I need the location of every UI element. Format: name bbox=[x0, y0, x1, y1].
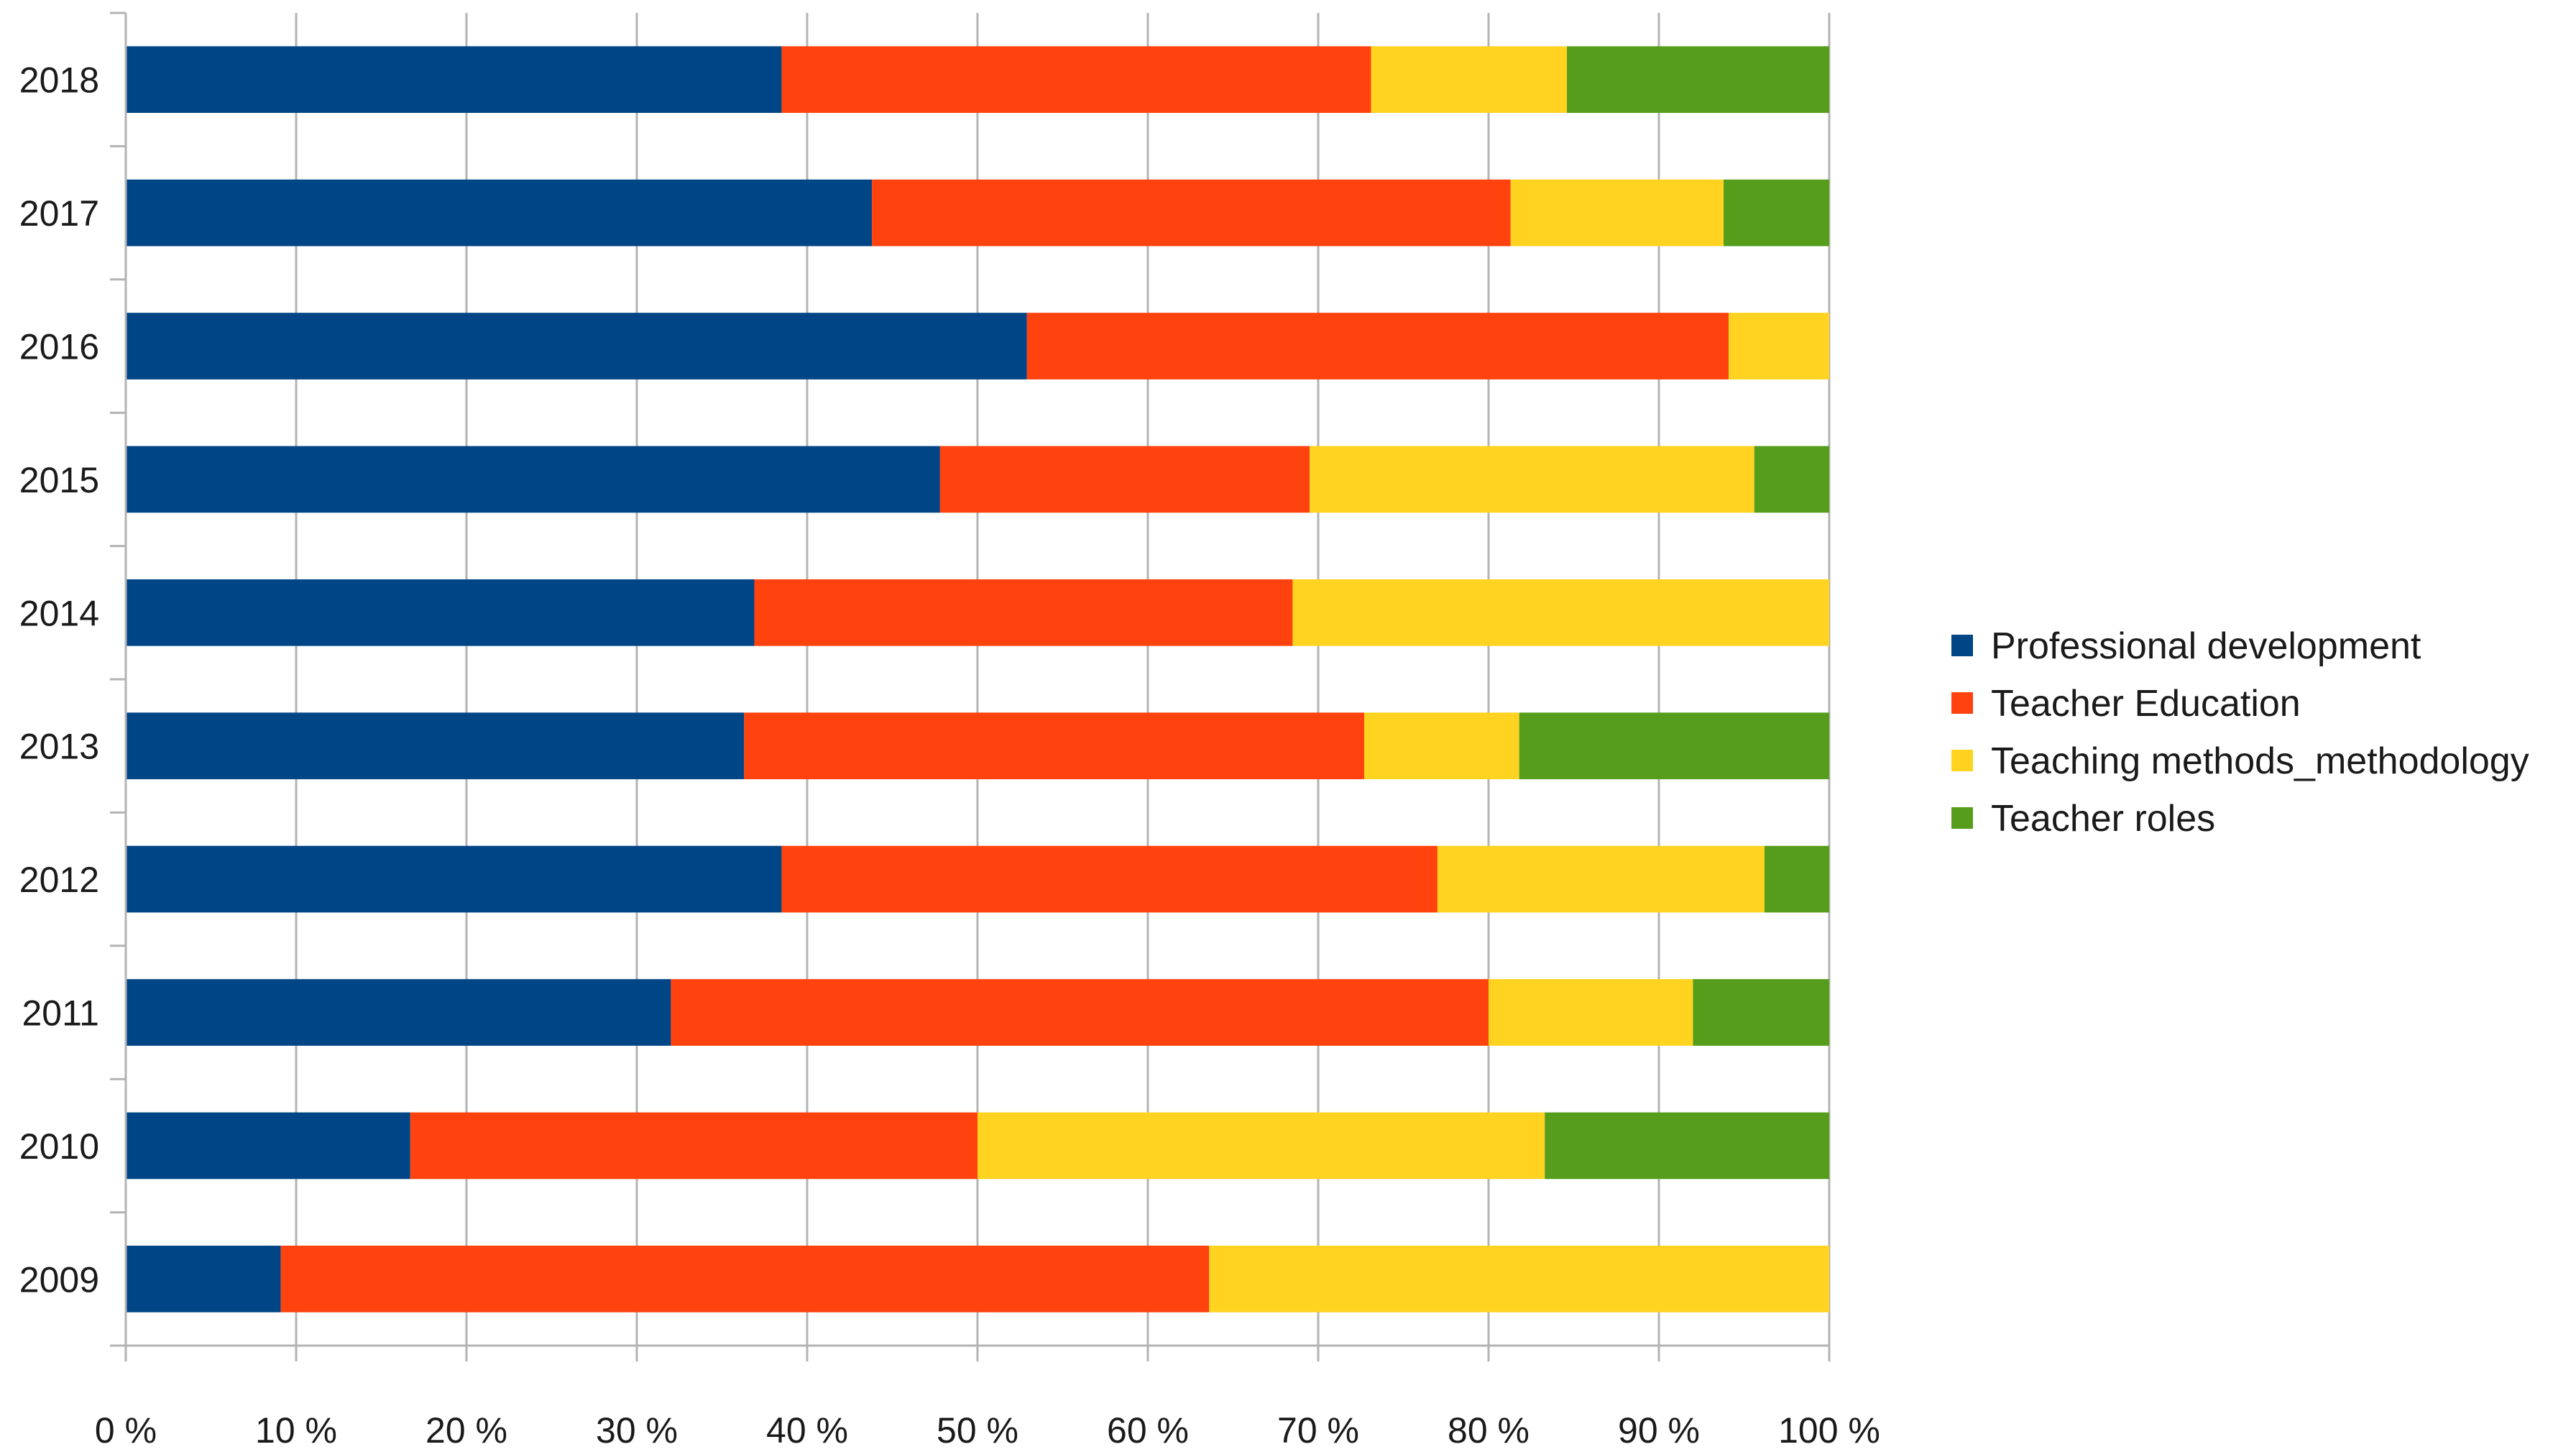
bar-segment-teacher-roles-2012 bbox=[1764, 845, 1829, 913]
bar-segment-teaching-methods-methodology-2018 bbox=[1371, 46, 1568, 114]
bar-segment-teacher-education-2016 bbox=[1026, 313, 1729, 380]
y-category-label: 2009 bbox=[19, 1259, 99, 1300]
y-category-label: 2016 bbox=[19, 327, 99, 367]
y-axis-labels: 2018 2017 2016 2015 2014 2013 2012 2011 2010 2009 bbox=[19, 60, 99, 1300]
bar-segment-teaching-methods-methodology-2012 bbox=[1437, 845, 1765, 913]
y-category-label: 2013 bbox=[19, 727, 99, 767]
y-category-label: 2017 bbox=[19, 193, 99, 234]
legend-swatch bbox=[1951, 692, 1973, 714]
y-category-label: 2015 bbox=[19, 460, 99, 500]
bar-segment-teaching-methods-methodology-2015 bbox=[1310, 446, 1754, 513]
bar-segment-teaching-methods-methodology-2016 bbox=[1729, 313, 1829, 380]
bar-segment-teacher-roles-2018 bbox=[1567, 46, 1829, 114]
legend-swatch bbox=[1951, 750, 1973, 771]
legend-label: Teacher Education bbox=[1991, 683, 2301, 725]
bar-segment-teacher-roles-2015 bbox=[1754, 446, 1829, 513]
x-tick-label: 80 % bbox=[1448, 1410, 1530, 1451]
y-category-label: 2014 bbox=[19, 593, 99, 633]
x-tick-label: 60 % bbox=[1107, 1410, 1189, 1451]
bar-segment-teaching-methods-methodology-2010 bbox=[978, 1112, 1545, 1180]
bar-segment-professional-development-2015 bbox=[126, 446, 940, 513]
bar-segment-teacher-education-2010 bbox=[410, 1112, 978, 1180]
bar-segment-teacher-roles-2017 bbox=[1724, 179, 1829, 247]
bar-segment-teacher-education-2009 bbox=[280, 1245, 1210, 1313]
bar-segment-teacher-education-2012 bbox=[781, 845, 1438, 913]
legend-label: Teaching methods_methodology bbox=[1991, 740, 2529, 782]
bar-segment-professional-development-2018 bbox=[126, 46, 782, 114]
y-category-label: 2011 bbox=[22, 993, 99, 1034]
legend-label: Professional development bbox=[1991, 625, 2421, 667]
bar-segment-teacher-education-2018 bbox=[781, 46, 1371, 114]
bar-segment-professional-development-2012 bbox=[126, 845, 782, 913]
bar-segment-teacher-roles-2010 bbox=[1545, 1112, 1829, 1180]
bar-segment-professional-development-2016 bbox=[126, 313, 1027, 380]
bar-segment-professional-development-2017 bbox=[126, 179, 873, 247]
bar-segment-teaching-methods-methodology-2014 bbox=[1292, 579, 1829, 646]
bar-segment-teacher-roles-2013 bbox=[1519, 712, 1829, 780]
y-category-label: 2010 bbox=[19, 1126, 99, 1167]
y-category-label: 2012 bbox=[19, 860, 99, 900]
legend: Professional development Teacher Educatio… bbox=[1951, 625, 2529, 840]
bar-segment-professional-development-2013 bbox=[126, 712, 745, 780]
x-tick-label: 50 % bbox=[937, 1410, 1018, 1451]
bar-segment-teaching-methods-methodology-2011 bbox=[1489, 979, 1693, 1046]
bar-segment-teacher-education-2013 bbox=[744, 712, 1364, 780]
bar-segment-teacher-education-2014 bbox=[754, 579, 1293, 646]
x-tick-label: 0 % bbox=[95, 1410, 157, 1451]
bar-segment-teacher-education-2015 bbox=[939, 446, 1310, 513]
x-tick-label: 70 % bbox=[1277, 1410, 1359, 1451]
x-tick-label: 20 % bbox=[426, 1410, 507, 1451]
bar-segment-professional-development-2011 bbox=[126, 979, 671, 1046]
legend-swatch bbox=[1951, 807, 1973, 829]
x-tick-label: 40 % bbox=[766, 1410, 848, 1451]
x-axis-labels: 0 % 10 % 20 % 30 % 40 % 50 % 60 % 70 % 80 % 90 % 1… bbox=[95, 1410, 1880, 1451]
bar-segment-teaching-methods-methodology-2013 bbox=[1363, 712, 1519, 780]
bar-segment-teaching-methods-methodology-2017 bbox=[1510, 179, 1724, 247]
bar-segment-teacher-education-2011 bbox=[671, 979, 1489, 1046]
legend-label: Teacher roles bbox=[1991, 798, 2215, 840]
bar-segment-teacher-roles-2011 bbox=[1693, 979, 1829, 1046]
x-tick-label: 30 % bbox=[596, 1410, 678, 1451]
x-tick-label: 90 % bbox=[1618, 1410, 1700, 1451]
x-tick-label: 100 % bbox=[1778, 1410, 1880, 1451]
bars bbox=[126, 46, 1829, 1313]
x-tick-label: 10 % bbox=[255, 1410, 337, 1451]
y-category-label: 2018 bbox=[19, 60, 99, 101]
bar-segment-teaching-methods-methodology-2009 bbox=[1209, 1245, 1829, 1313]
bar-segment-professional-development-2009 bbox=[126, 1245, 281, 1313]
bar-segment-professional-development-2014 bbox=[126, 579, 755, 646]
legend-swatch bbox=[1951, 635, 1973, 656]
bar-segment-professional-development-2010 bbox=[126, 1112, 410, 1180]
axes bbox=[110, 12, 1829, 1347]
bar-segment-teacher-education-2017 bbox=[872, 179, 1511, 247]
